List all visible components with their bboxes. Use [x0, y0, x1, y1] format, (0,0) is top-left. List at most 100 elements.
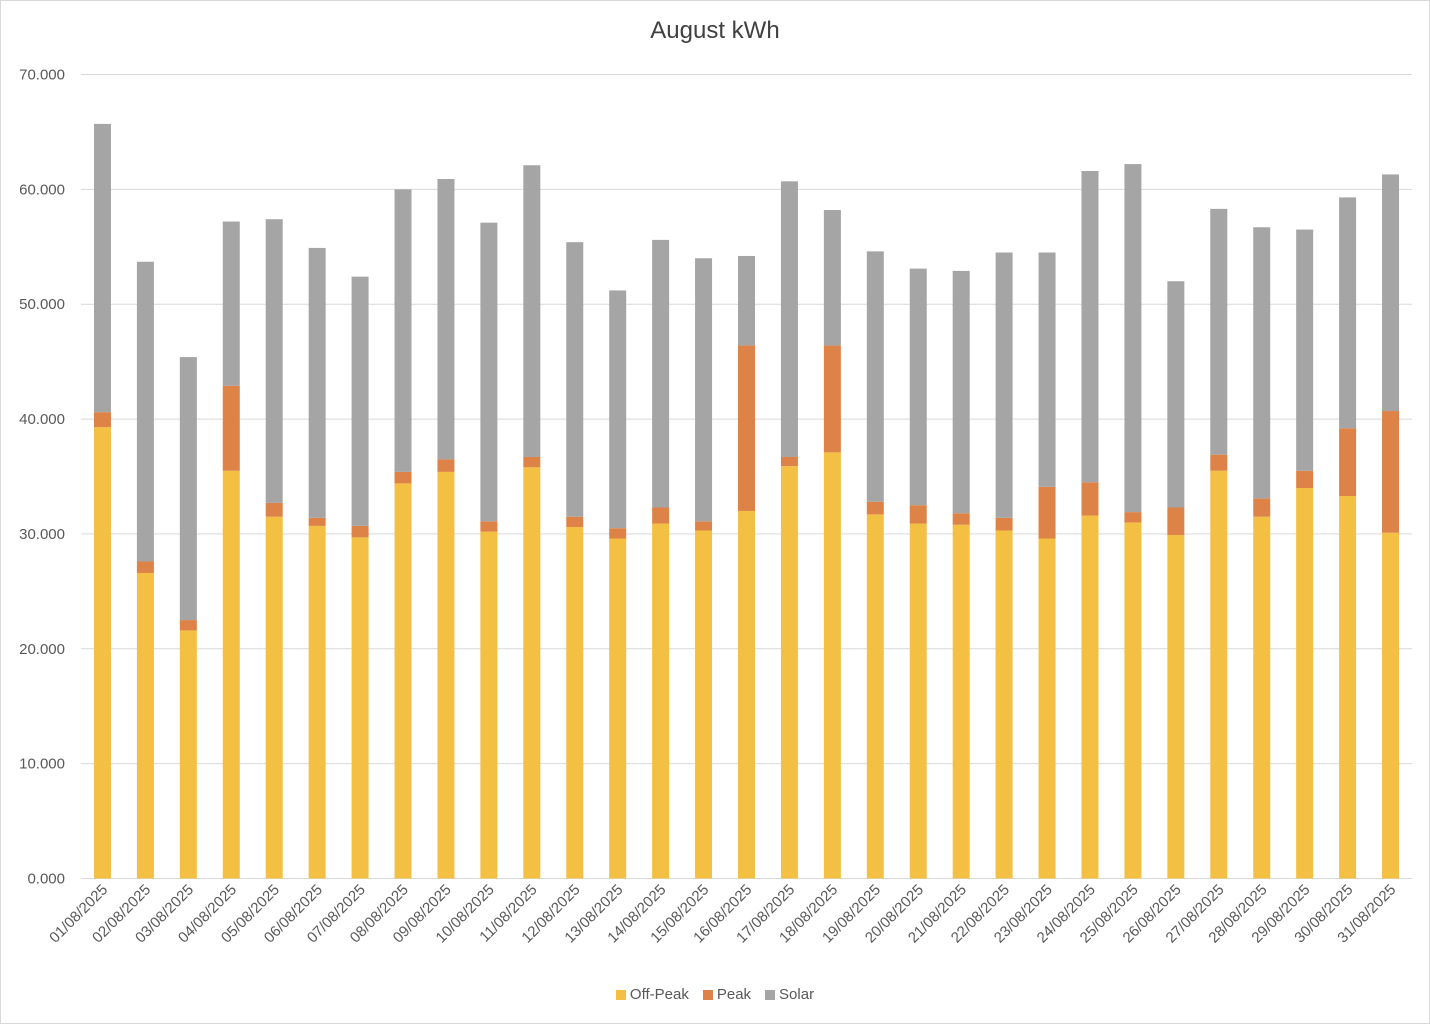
- bar-solar: [437, 179, 455, 460]
- bar-off-peak: [1081, 515, 1099, 879]
- bar-peak: [93, 412, 111, 428]
- bar-off-peak: [652, 523, 670, 879]
- legend-item-peak: Peak: [702, 986, 751, 1003]
- bar-solar: [1339, 197, 1357, 429]
- bar-peak: [952, 513, 970, 525]
- bar-peak: [909, 505, 927, 524]
- bar-solar: [1296, 229, 1314, 471]
- bar-peak: [265, 502, 283, 517]
- legend-item-solar: Solar: [765, 986, 814, 1003]
- bar-off-peak: [394, 483, 412, 879]
- bar-solar: [823, 210, 841, 346]
- y-tick-label: 30.000: [19, 526, 65, 543]
- bar-solar: [738, 255, 755, 346]
- legend-item-off-peak: Off-Peak: [615, 986, 689, 1003]
- bar-off-peak: [308, 525, 326, 879]
- bar-solar: [952, 270, 970, 514]
- bar-peak: [1253, 498, 1271, 517]
- bar-solar: [609, 290, 627, 529]
- bar-off-peak: [136, 572, 154, 879]
- bar-off-peak: [1253, 516, 1271, 879]
- bar-peak: [995, 517, 1013, 531]
- bar-solar: [695, 258, 713, 522]
- bar-peak: [738, 345, 755, 511]
- legend: Off-Peak Peak Solar: [1, 986, 1429, 1003]
- bar-solar: [866, 251, 884, 502]
- bar-off-peak: [1167, 535, 1185, 879]
- bar-peak: [1296, 470, 1314, 488]
- bar-peak: [1038, 486, 1056, 539]
- bar-off-peak: [93, 427, 111, 879]
- bar-off-peak: [265, 516, 283, 879]
- bar-peak: [1167, 507, 1185, 536]
- bar-off-peak: [480, 531, 498, 879]
- y-tick-label: 60.000: [19, 181, 65, 198]
- y-tick-label: 10.000: [19, 756, 65, 773]
- bar-peak: [823, 345, 841, 453]
- bar-off-peak: [609, 538, 627, 879]
- bar-peak: [179, 620, 197, 631]
- bar-peak: [609, 528, 627, 539]
- legend-label-solar: Solar: [779, 986, 815, 1003]
- bar-solar: [1124, 164, 1142, 513]
- bar-off-peak: [523, 467, 541, 879]
- bar-group: [93, 123, 1400, 879]
- bar-solar: [93, 123, 111, 413]
- bar-peak: [652, 507, 670, 524]
- bar-solar: [308, 247, 326, 518]
- y-tick-label: 70.000: [19, 67, 65, 84]
- y-tick-label: 40.000: [19, 411, 65, 428]
- bar-peak: [1124, 512, 1142, 523]
- bar-off-peak: [695, 530, 713, 879]
- bar-solar: [566, 242, 584, 517]
- legend-label-off-peak: Off-Peak: [629, 986, 689, 1003]
- bar-peak: [394, 471, 412, 484]
- bar-off-peak: [738, 510, 755, 879]
- bar-solar: [480, 222, 498, 522]
- bar-off-peak: [1124, 522, 1142, 879]
- bar-solar: [394, 189, 412, 472]
- bar-off-peak: [1210, 470, 1228, 879]
- legend-swatch-solar: [765, 989, 776, 1000]
- chart-title: August kWh: [650, 17, 780, 44]
- bar-peak: [480, 521, 498, 532]
- bar-off-peak: [437, 471, 455, 879]
- bar-off-peak: [995, 530, 1013, 879]
- bar-peak: [222, 385, 240, 471]
- bar-off-peak: [952, 524, 970, 879]
- bar-off-peak: [909, 523, 927, 879]
- bar-solar: [136, 261, 154, 562]
- bar-off-peak: [866, 514, 884, 879]
- bar-solar: [1382, 174, 1400, 412]
- bar-peak: [1382, 411, 1400, 533]
- x-axis: 01/08/202502/08/202503/08/202504/08/2025…: [46, 881, 1399, 946]
- bar-solar: [1038, 252, 1056, 487]
- bar-solar: [351, 276, 369, 526]
- bar-solar: [995, 252, 1013, 518]
- bar-off-peak: [1339, 496, 1357, 879]
- bar-peak: [866, 501, 884, 515]
- bar-peak: [566, 516, 584, 528]
- bar-off-peak: [1038, 538, 1056, 879]
- bar-solar: [179, 357, 197, 621]
- bar-peak: [351, 525, 369, 538]
- bar-off-peak: [179, 630, 197, 879]
- bar-off-peak: [1382, 532, 1400, 879]
- legend-swatch-peak: [702, 989, 713, 1000]
- bar-off-peak: [823, 452, 841, 879]
- bar-solar: [1253, 227, 1271, 499]
- bar-peak: [1339, 428, 1357, 497]
- bar-solar: [1081, 170, 1099, 483]
- bar-off-peak: [1296, 487, 1314, 879]
- bar-peak: [437, 459, 455, 472]
- y-tick-label: 50.000: [19, 296, 65, 313]
- bar-peak: [1210, 454, 1228, 471]
- bar-off-peak: [222, 470, 240, 879]
- bar-off-peak: [780, 466, 798, 879]
- bar-peak: [695, 521, 713, 531]
- bar-peak: [780, 456, 798, 467]
- bar-peak: [308, 517, 326, 526]
- y-axis: 0.000 10.000 20.000 30.000 40.000 50.000 60.00…: [19, 67, 65, 888]
